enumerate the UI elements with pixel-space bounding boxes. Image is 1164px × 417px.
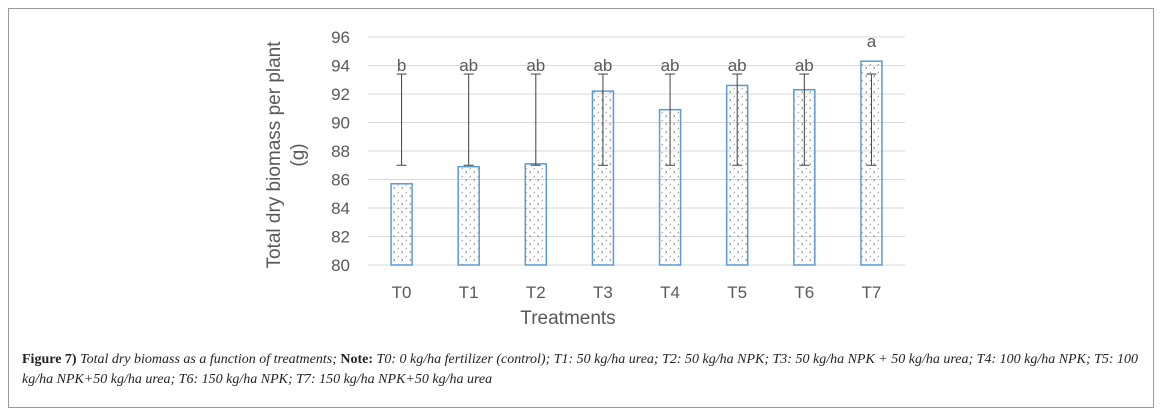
- y-tick-labels: 80 82 84 86 88 90 92 94 96: [331, 28, 350, 275]
- bar: [457, 165, 480, 266]
- significance-label: ab: [526, 56, 545, 75]
- significance-label: ab: [795, 56, 814, 75]
- error-bars: [396, 73, 877, 166]
- x-tick-label: T4: [660, 283, 680, 302]
- x-tick-labels: T0 T1 T2 T3 T4 T5 T6 T7: [392, 283, 882, 302]
- bar: [390, 183, 413, 266]
- y-tick-label: 94: [331, 57, 350, 76]
- x-tick-label: T5: [727, 283, 747, 302]
- x-axis-label: Treatments: [520, 308, 615, 329]
- caption-note-text: T0: 0 kg/ha fertilizer (control); T1: 50…: [22, 352, 1139, 387]
- y-tick-label: 88: [331, 142, 350, 161]
- y-tick-label: 86: [331, 171, 350, 190]
- gridlines: [368, 36, 905, 266]
- significance-label: b: [397, 56, 406, 75]
- significance-label: a: [867, 32, 877, 51]
- significance-label: ab: [459, 56, 478, 75]
- significance-label: ab: [728, 56, 747, 75]
- y-tick-label: 90: [331, 114, 350, 133]
- significance-label: ab: [661, 56, 680, 75]
- y-axis-label-line1: Total dry biomass per plant: [264, 41, 285, 269]
- figure-caption: Figure 7) Total dry biomass as a functio…: [22, 350, 1142, 390]
- x-tick-label: T6: [794, 283, 814, 302]
- bar: [524, 163, 548, 266]
- caption-note-label: Note:: [340, 352, 374, 367]
- y-tick-label: 82: [331, 228, 350, 247]
- caption-figure-number: Figure 7): [22, 352, 77, 367]
- x-tick-label: T0: [392, 283, 412, 302]
- y-axis-label-line2: (g): [288, 143, 309, 166]
- significance-label: ab: [593, 56, 612, 75]
- x-tick-label: T7: [862, 283, 882, 302]
- x-tick-label: T3: [593, 283, 613, 302]
- y-tick-label: 96: [331, 28, 350, 47]
- caption-title: Total dry biomass as a function of treat…: [76, 352, 341, 367]
- bars: [390, 60, 883, 266]
- x-tick-label: T2: [526, 283, 546, 302]
- y-tick-label: 80: [331, 256, 350, 275]
- y-axis-label: Total dry biomass per plant (g): [264, 41, 309, 269]
- significance-labels: b ab ab ab ab ab ab a: [397, 32, 877, 75]
- y-tick-label: 92: [331, 85, 350, 104]
- y-tick-label: 84: [331, 199, 350, 218]
- x-tick-label: T1: [459, 283, 479, 302]
